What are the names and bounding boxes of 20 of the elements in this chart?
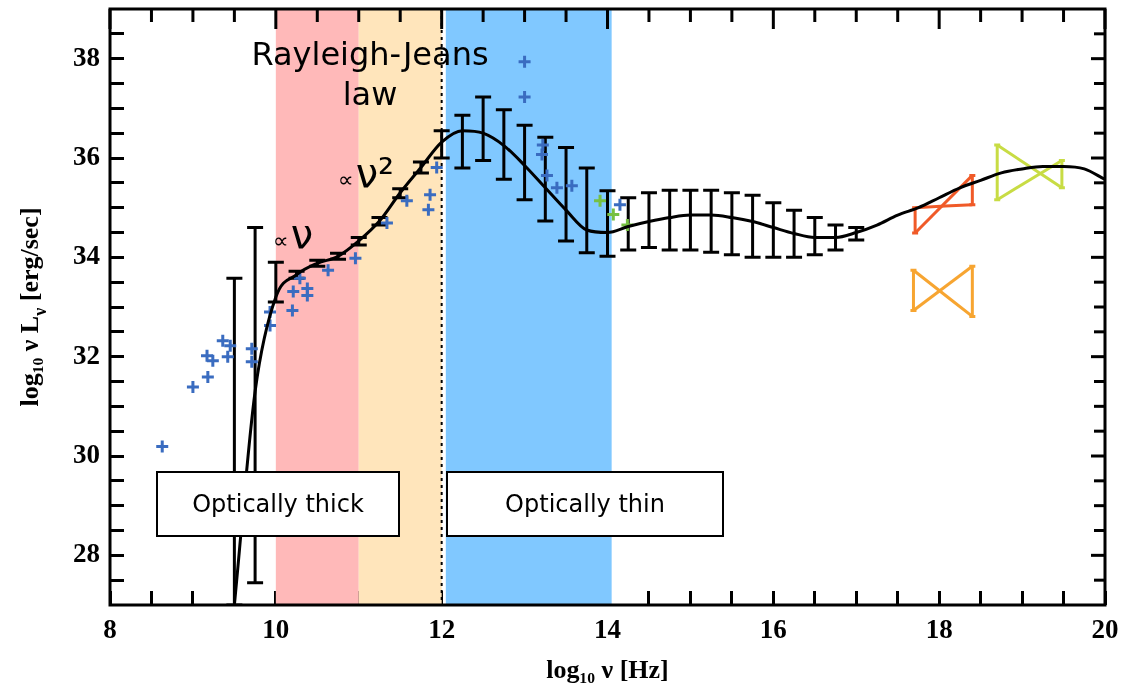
x-tick-label: 8 xyxy=(103,614,117,645)
label-box: Optically thin xyxy=(446,471,724,537)
y-tick-label: 30 xyxy=(73,438,100,469)
x-tick-label: 14 xyxy=(594,614,621,645)
annotation: Rayleigh-Jeans law xyxy=(251,35,489,114)
label-box: Optically thick xyxy=(156,471,400,537)
y-tick-label: 38 xyxy=(73,41,100,72)
y-tick-label: 32 xyxy=(73,339,100,370)
y-tick-label: 36 xyxy=(73,140,100,171)
x-tick-label: 18 xyxy=(925,614,953,645)
y-tick-label: 28 xyxy=(73,538,100,569)
y-tick-label: 34 xyxy=(73,240,100,271)
x-axis-title: log₁₀ ν [Hz] xyxy=(546,655,669,684)
y-axis-title: log₁₀ ν Lν [erg/sec] xyxy=(15,207,50,407)
annotation: ∝ν xyxy=(272,211,314,258)
annotation: ∝ν² xyxy=(337,150,395,197)
x-tick-label: 16 xyxy=(759,614,787,645)
x-tick-label: 20 xyxy=(1091,614,1119,645)
x-tick-label: 10 xyxy=(262,614,290,645)
x-tick-label: 12 xyxy=(428,614,456,645)
